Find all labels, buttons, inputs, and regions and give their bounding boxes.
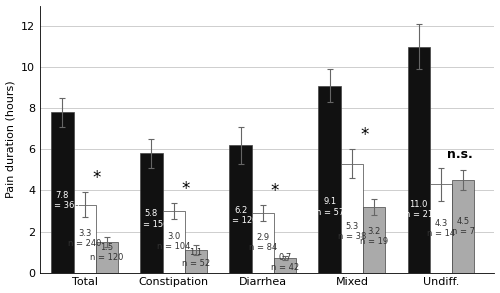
Bar (430, 184, 452, 272)
Text: 2.9
n = 84: 2.9 n = 84 (248, 233, 277, 253)
Bar (230, 145, 252, 272)
Text: *: * (182, 180, 190, 197)
Bar (318, 86, 341, 272)
Text: n.s.: n.s. (448, 148, 473, 161)
Text: 4.5
n = 7: 4.5 n = 7 (452, 217, 475, 236)
Bar (363, 207, 386, 272)
Text: *: * (271, 182, 280, 200)
Text: 5.3
n = 38: 5.3 n = 38 (338, 222, 366, 241)
Text: 7.8
n = 360: 7.8 n = 360 (46, 191, 79, 210)
Text: 11.0
n = 21: 11.0 n = 21 (404, 200, 433, 219)
Bar (96, 242, 118, 272)
Text: 5.8
n = 156: 5.8 n = 156 (134, 209, 168, 229)
Text: 3.0
n = 104: 3.0 n = 104 (157, 232, 190, 251)
Bar (452, 180, 474, 272)
Text: 0.7
n = 42: 0.7 n = 42 (271, 253, 299, 272)
Bar (341, 164, 363, 272)
Text: 1.5
n = 120: 1.5 n = 120 (90, 243, 124, 262)
Bar (162, 211, 185, 272)
Bar (252, 213, 274, 272)
Text: 4.3
n = 14: 4.3 n = 14 (427, 219, 455, 238)
Text: *: * (360, 126, 368, 144)
Text: 6.2
n = 120: 6.2 n = 120 (224, 206, 257, 225)
Text: *: * (92, 169, 101, 187)
Bar (140, 154, 162, 272)
Text: 3.3
n = 240: 3.3 n = 240 (68, 229, 102, 248)
Bar (408, 47, 430, 272)
Bar (74, 205, 96, 272)
Bar (51, 113, 74, 272)
Text: 3.2
n = 19: 3.2 n = 19 (360, 227, 388, 246)
Text: 1.1
n = 52: 1.1 n = 52 (182, 248, 210, 268)
Bar (185, 250, 207, 272)
Y-axis label: Pain duration (hours): Pain duration (hours) (6, 80, 16, 198)
Bar (274, 258, 296, 272)
Text: 9.1
n = 57: 9.1 n = 57 (316, 197, 344, 217)
